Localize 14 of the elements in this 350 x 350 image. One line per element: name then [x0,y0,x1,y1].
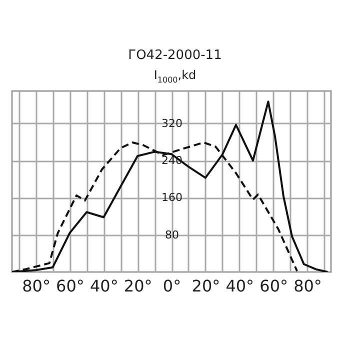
x-tick-label: 20° [192,276,220,296]
x-tick-label: 0° [162,276,182,296]
y-tick-label: 80 [165,228,179,242]
y-axis-title: I$_{1000}$,kd [152,68,198,84]
x-tick-label: 20° [124,276,152,296]
x-tick-label: 60° [260,276,288,296]
x-tick-label: 60° [56,276,84,296]
x-tick-label: 80° [294,276,322,296]
x-tick-label: 40° [226,276,254,296]
y-tick-label: 320 [162,116,182,130]
x-tick-label: 40° [90,276,118,296]
y-tick-label: 160 [162,191,182,204]
x-tick-label: 80° [22,276,50,296]
chart-title: ГО42-2000-11 [127,48,223,63]
